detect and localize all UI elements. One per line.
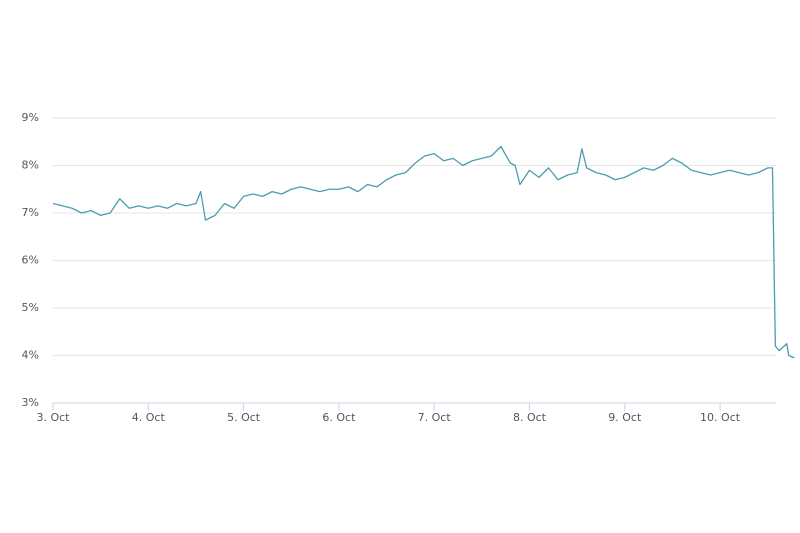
x-tick-label: 3. Oct <box>36 411 70 424</box>
y-tick-label: 9% <box>22 111 39 124</box>
y-tick-label: 8% <box>22 159 39 172</box>
y-tick-label: 4% <box>22 349 39 362</box>
x-tick-label: 9. Oct <box>608 411 642 424</box>
y-tick-label: 5% <box>22 301 39 314</box>
y-tick-label: 6% <box>22 254 39 267</box>
y-tick-label: 3% <box>22 396 39 409</box>
x-tick-label: 8. Oct <box>513 411 547 424</box>
x-tick-label: 6. Oct <box>322 411 356 424</box>
x-tick-label: 5. Oct <box>227 411 261 424</box>
x-tick-label: 4. Oct <box>132 411 166 424</box>
y-tick-label: 7% <box>22 206 39 219</box>
line-series <box>52 145 795 359</box>
x-tick-label: 10. Oct <box>700 411 741 424</box>
x-tick-label: 7. Oct <box>418 411 452 424</box>
